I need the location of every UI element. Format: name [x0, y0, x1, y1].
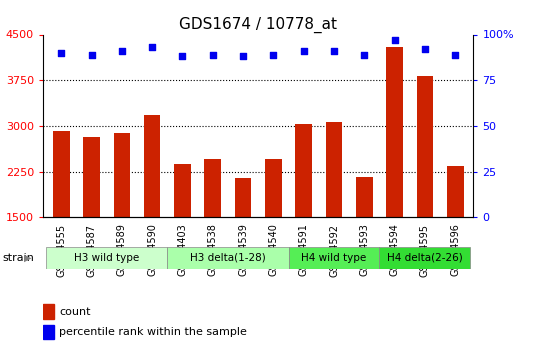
- Bar: [235, 178, 251, 217]
- Bar: [144, 115, 160, 217]
- Text: percentile rank within the sample: percentile rank within the sample: [59, 327, 247, 337]
- Text: H3 wild type: H3 wild type: [74, 253, 139, 263]
- Point: [360, 52, 369, 57]
- Text: H4 delta(2-26): H4 delta(2-26): [387, 253, 463, 263]
- Point: [239, 54, 247, 59]
- Point: [391, 37, 399, 43]
- Bar: [53, 131, 69, 217]
- Bar: [356, 177, 373, 217]
- Point: [208, 52, 217, 57]
- Point: [57, 50, 66, 56]
- Bar: [447, 166, 464, 217]
- Bar: [174, 164, 191, 217]
- Point: [330, 48, 338, 54]
- Point: [87, 52, 96, 57]
- Text: H3 delta(1-28): H3 delta(1-28): [190, 253, 266, 263]
- Bar: [295, 124, 312, 217]
- Text: H4 wild type: H4 wild type: [301, 253, 366, 263]
- Bar: [167, 247, 288, 269]
- Bar: [416, 76, 433, 217]
- Text: strain: strain: [3, 253, 34, 263]
- Title: GDS1674 / 10778_at: GDS1674 / 10778_at: [179, 17, 337, 33]
- Bar: [43, 325, 54, 339]
- Point: [300, 48, 308, 54]
- Text: count: count: [59, 307, 91, 317]
- Bar: [114, 133, 130, 217]
- Point: [451, 52, 459, 57]
- Bar: [386, 47, 403, 217]
- Bar: [265, 159, 282, 217]
- Point: [117, 48, 126, 54]
- Bar: [83, 137, 100, 217]
- Bar: [204, 159, 221, 217]
- Point: [148, 45, 157, 50]
- Bar: [325, 122, 342, 217]
- Bar: [379, 247, 470, 269]
- Bar: [46, 247, 167, 269]
- Bar: [43, 304, 54, 319]
- Point: [421, 46, 429, 52]
- Point: [269, 52, 278, 57]
- Bar: [288, 247, 379, 269]
- Point: [178, 54, 187, 59]
- Text: ▶: ▶: [24, 253, 31, 263]
